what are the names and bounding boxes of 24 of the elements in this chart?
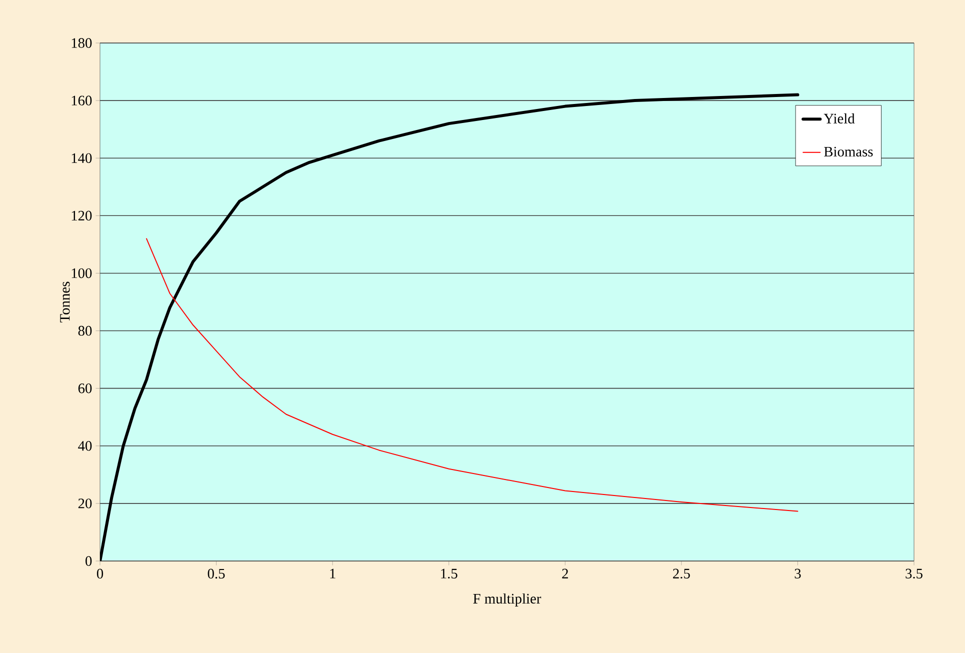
x-tick-label: 2.5 [673,568,690,579]
y-axis-title: Tonnes [60,282,70,322]
x-tick-label: 3 [794,568,801,578]
line-series [100,93,800,561]
x-tick-label: 2 [562,568,568,578]
y-tick-label: 0 [86,556,92,566]
x-tick-label: 0 [96,568,104,579]
y-tick-label: 80 [78,326,92,336]
x-tick-label: 1.5 [441,568,458,579]
x-tick-label: 3.5 [906,568,922,579]
y-tick-label: 120 [72,210,92,221]
y-tick-label: 140 [72,153,92,163]
y-tick-label: 60 [78,383,92,394]
x-axis-title: F multiplier [473,593,542,606]
y-tick-label: 40 [78,441,92,451]
legend-label: Yield [824,113,855,124]
line-series [146,238,798,512]
y-tick-label: 180 [72,38,92,48]
y-tick-label: 100 [72,268,92,278]
y-tick-label: 20 [78,498,92,508]
x-tick-label: 0.5 [208,568,225,579]
y-tick-label: 160 [72,96,92,106]
legend-label: Biomass [824,146,873,157]
x-tick-label: 1 [330,568,336,578]
